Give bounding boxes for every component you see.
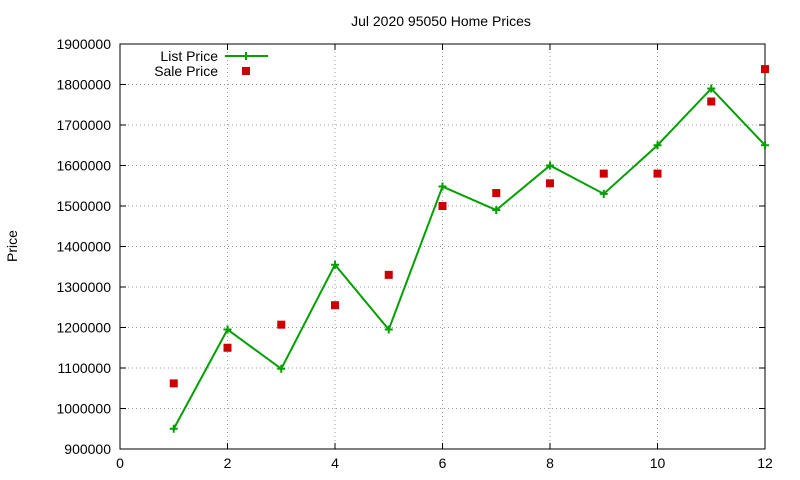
list-price-point [707, 84, 716, 93]
list-price-point [653, 141, 662, 150]
legend-marker-sale-price [242, 67, 250, 75]
x-tick-label: 10 [650, 455, 666, 471]
series [169, 65, 769, 433]
y-tick-label: 1100000 [58, 360, 112, 376]
sale-price-point [384, 270, 393, 279]
list-price-point [438, 182, 447, 191]
y-tick-label: 1800000 [56, 77, 111, 93]
sale-price-point [169, 379, 178, 388]
x-tick-label: 6 [439, 455, 447, 471]
y-tick-label: 900000 [64, 441, 111, 457]
legend-marker-list-price [242, 52, 250, 60]
sale-price-point [761, 65, 769, 74]
list-price-point [223, 325, 232, 334]
list-price-point [331, 260, 339, 269]
legend: List Price Sale Price [154, 48, 268, 79]
sale-price-point [277, 320, 286, 329]
y-tick-label: 1200000 [56, 320, 111, 336]
grid [120, 44, 765, 449]
y-axis-label: Price [4, 230, 20, 262]
sale-price-point [707, 97, 716, 106]
sale-price-point [438, 202, 447, 210]
y-tick-label: 1900000 [56, 36, 111, 52]
y-axis-tick-labels: 900000 1000000 1100000 1200000 1300000 140000… [56, 36, 111, 457]
y-tick-label: 1400000 [56, 239, 111, 255]
list-price-point [277, 364, 286, 373]
y-tick-label: 1300000 [56, 279, 111, 295]
list-price-point [384, 325, 393, 334]
x-tick-label: 2 [224, 455, 232, 471]
series-line-list-price [172, 87, 766, 430]
y-tick-label: 1600000 [56, 158, 111, 174]
sale-price-point [223, 343, 232, 352]
x-tick-label: 4 [331, 455, 339, 471]
legend-label-sale-price: Sale Price [154, 63, 218, 79]
sale-price-point [331, 301, 339, 310]
x-tick-label: 0 [116, 455, 124, 471]
list-price-point [169, 424, 178, 433]
y-tick-label: 1500000 [56, 198, 111, 214]
list-price-point [761, 141, 769, 150]
list-price-point [546, 161, 554, 170]
sale-price-point [492, 189, 501, 198]
y-tick-label: 1000000 [56, 401, 111, 417]
x-axis-tick-labels: 0 2 4 6 8 10 12 [116, 455, 773, 471]
list-price-point [492, 206, 501, 215]
legend-label-list-price: List Price [160, 48, 218, 64]
list-price-point [599, 189, 608, 198]
chart-title: Jul 2020 95050 Home Prices [351, 13, 531, 29]
sale-price-point [546, 179, 554, 188]
axis-ticks [119, 43, 766, 450]
sale-price-point [599, 169, 608, 178]
sale-price-point [653, 169, 662, 178]
x-tick-label: 12 [757, 455, 773, 471]
x-tick-label: 8 [546, 455, 554, 471]
y-tick-label: 1700000 [56, 117, 111, 133]
